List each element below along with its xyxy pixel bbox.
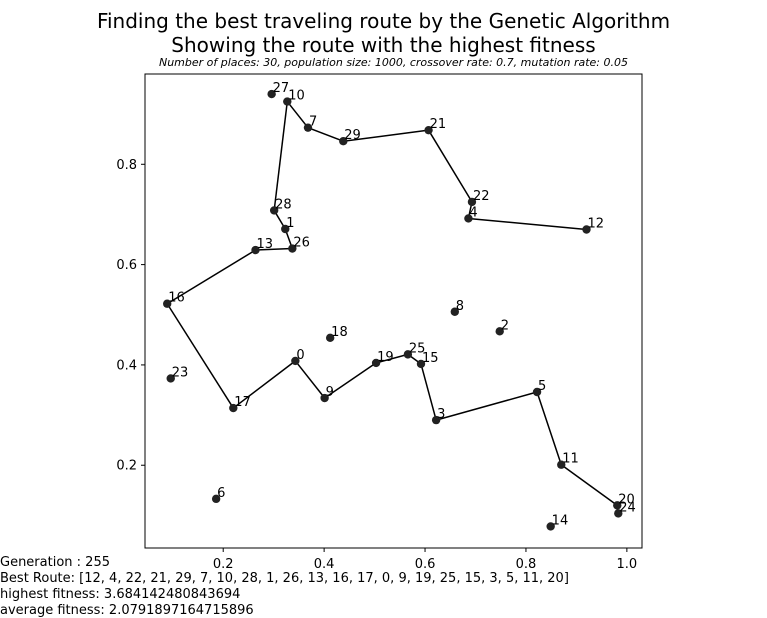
city-point-3 — [431, 415, 441, 425]
city-labels: 0123456789101112131415161718192021222324… — [168, 81, 636, 528]
city-point-10 — [283, 97, 292, 106]
city-label-26: 26 — [293, 236, 310, 251]
city-point-26 — [288, 244, 297, 253]
city-point-22 — [467, 197, 477, 207]
city-points — [163, 89, 623, 531]
x-tick-label: 0.8 — [516, 557, 537, 572]
y-tick-label: 0.2 — [116, 459, 137, 474]
city-point-1 — [281, 224, 290, 234]
city-point-18 — [325, 333, 335, 343]
city-label-20: 20 — [618, 492, 635, 507]
highest-fitness-text: highest fitness: 3.684142480843694 — [0, 587, 241, 602]
city-label-23: 23 — [172, 365, 189, 380]
city-label-2: 2 — [501, 318, 509, 333]
city-point-11 — [557, 460, 566, 469]
x-tick-label: 0.4 — [314, 557, 335, 572]
route-segment — [536, 391, 562, 465]
route-segment — [324, 362, 377, 399]
city-point-28 — [269, 206, 279, 215]
route-segment — [286, 101, 309, 129]
route-segment — [166, 249, 256, 305]
x-tick-label: 0.2 — [213, 557, 234, 572]
city-label-6: 6 — [217, 486, 225, 501]
average-fitness-text: average fitness: 2.0791897164715896 — [0, 603, 254, 618]
city-point-15 — [416, 359, 426, 369]
city-point-23 — [166, 374, 175, 383]
route-lines — [166, 101, 618, 506]
city-point-25 — [403, 350, 413, 359]
route-segment — [166, 303, 234, 409]
city-label-22: 22 — [473, 189, 490, 204]
city-point-16 — [163, 299, 172, 308]
city-label-21: 21 — [430, 117, 447, 132]
city-label-24: 24 — [619, 500, 636, 515]
y-tick-label: 0.8 — [116, 158, 137, 173]
city-label-16: 16 — [168, 291, 185, 306]
route-segment — [273, 101, 289, 211]
city-point-4 — [464, 214, 473, 223]
city-point-20 — [613, 501, 622, 510]
city-point-8 — [450, 307, 460, 316]
city-point-5 — [532, 387, 542, 397]
city-label-18: 18 — [331, 325, 348, 340]
city-point-13 — [251, 245, 260, 255]
route-segment — [427, 129, 473, 203]
route-segment — [343, 129, 429, 142]
city-label-5: 5 — [538, 379, 546, 394]
city-label-15: 15 — [422, 351, 439, 366]
city-label-12: 12 — [587, 216, 604, 231]
y-tick-label: 0.6 — [116, 258, 137, 273]
city-label-14: 14 — [552, 513, 569, 528]
city-point-19 — [371, 358, 381, 368]
x-tick-label: 0.6 — [415, 557, 436, 572]
city-label-17: 17 — [234, 395, 251, 410]
city-label-28: 28 — [275, 197, 292, 212]
city-point-0 — [291, 356, 300, 366]
city-label-27: 27 — [273, 81, 290, 96]
city-point-9 — [320, 393, 329, 403]
plot-area-frame — [144, 73, 643, 549]
x-tick-label: 1.0 — [617, 557, 638, 572]
city-point-7 — [303, 123, 313, 132]
city-label-29: 29 — [344, 128, 361, 143]
city-point-29 — [339, 137, 348, 146]
chart-subtitle: Number of places: 30, population size: 1… — [158, 56, 629, 69]
route-segment — [294, 360, 326, 399]
generation-text: Generation : 255 — [0, 555, 110, 570]
city-label-0: 0 — [296, 348, 304, 363]
city-label-11: 11 — [562, 452, 579, 467]
route-segment — [255, 247, 293, 251]
city-point-12 — [582, 225, 591, 234]
y-tick-label: 0.4 — [116, 358, 137, 373]
city-point-6 — [211, 494, 221, 504]
route-segment — [435, 391, 538, 421]
city-point-24 — [614, 509, 623, 518]
route-segment — [468, 217, 587, 231]
route-segment — [307, 126, 344, 142]
axes: 0.2 0.4 0.6 0.8 1.0 0.2 0.4 0.6 0.8 — [116, 158, 637, 572]
best-route-text: Best Route: [12, 4, 22, 21, 29, 7, 10, 2… — [0, 571, 569, 586]
city-label-4: 4 — [469, 205, 477, 220]
city-label-13: 13 — [257, 237, 274, 252]
chart-title-line-2: Showing the route with the highest fitne… — [171, 33, 596, 57]
city-point-21 — [424, 125, 433, 135]
city-point-2 — [495, 327, 504, 336]
route-segment — [232, 360, 296, 409]
city-label-19: 19 — [377, 350, 394, 365]
city-label-9: 9 — [326, 385, 334, 400]
route-segment — [420, 363, 437, 421]
city-point-27 — [267, 89, 276, 99]
city-label-25: 25 — [409, 341, 426, 356]
city-point-14 — [546, 522, 555, 531]
city-label-1: 1 — [286, 216, 294, 231]
city-label-10: 10 — [288, 89, 305, 104]
city-label-7: 7 — [309, 115, 317, 130]
chart-title-line-1: Finding the best traveling route by the … — [96, 9, 671, 33]
city-point-17 — [229, 403, 238, 413]
route-segment — [375, 353, 409, 364]
route-segment — [560, 464, 618, 506]
city-label-3: 3 — [437, 407, 445, 422]
city-label-8: 8 — [456, 299, 464, 314]
